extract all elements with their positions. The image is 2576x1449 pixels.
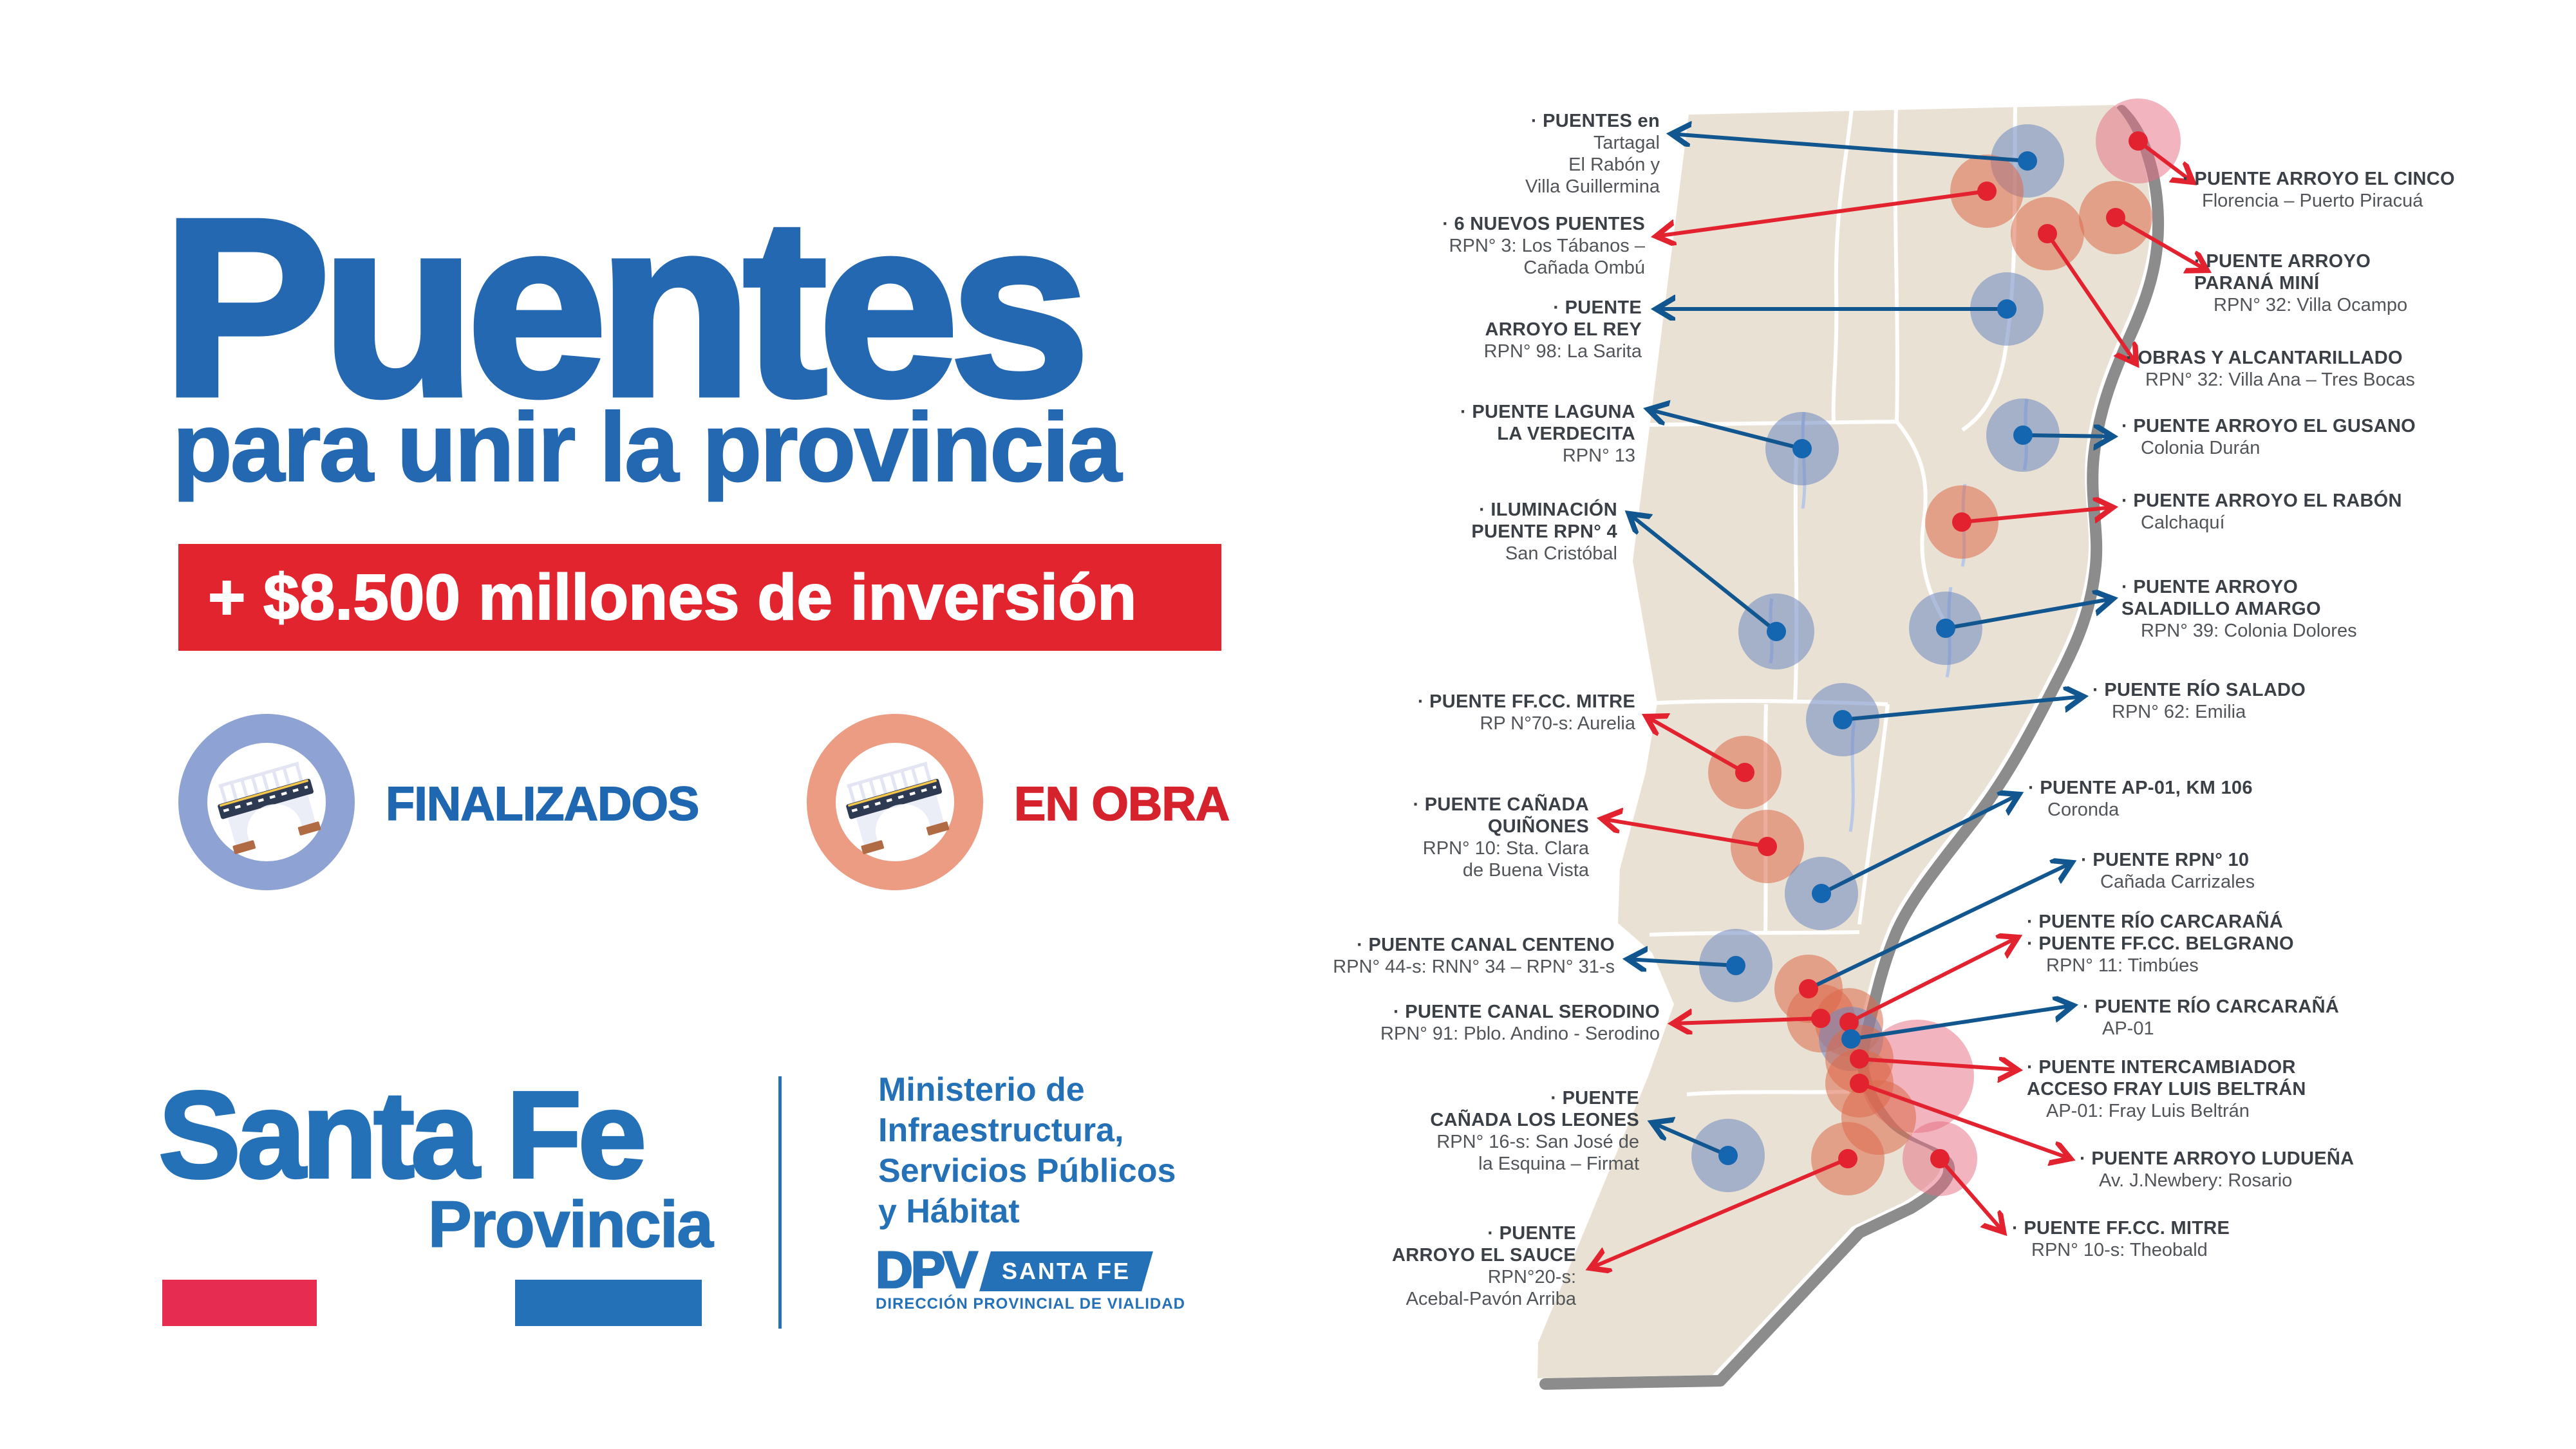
bridge-dot-obras-y-alcantarillado [2038,224,2057,243]
page-subtitle: para unir la provincia [172,392,1122,503]
connector-line-carcarana-belgrano-timbues [1848,937,2018,1024]
connector-line-saladillo-amargo [1945,599,2113,630]
bridge-dot-carcarana-ap01 [1841,1029,1861,1049]
connector-line-rpn10-carrizales [1807,863,2072,991]
connector-line-arroyo-el-sauce [1590,1157,1849,1268]
connector-line-obras-y-alcantarillado [2045,232,2136,364]
bridge-dot-laguna-la-verdecita [1792,439,1812,458]
connector-line-intercambiador-fray-luis-beltran [1859,1059,2018,1070]
bridge-dot-arroyo-el-gusano [2013,425,2033,445]
bridge-dot-rio-salado [1833,710,1852,729]
bridge-dot-arroyo-luduena [1850,1074,1869,1093]
connector-line-arroyo-el-gusano [2022,435,2113,436]
bridge-dot-arroyo-el-cinco [2129,131,2148,151]
bridge-dot-arroyo-el-rabon [1952,512,1971,532]
bridge-dot-arroyo-el-rey [1997,299,2017,319]
bridge-dot-saladillo-amargo [1936,619,1955,638]
bridge-dot-canal-centeno [1726,956,1745,975]
dpv-tagline: DIRECCIÓN PROVINCIAL DE VIALIDAD [876,1295,1185,1313]
bridge-dot-arroyo-el-sauce [1838,1149,1857,1168]
connector-line-arroyo-el-cinco [2137,139,2193,182]
bridge-dot-canada-quinones [1758,837,1777,856]
department-border [1857,704,1890,925]
department-border [1686,1090,1850,1096]
connector-line-ap01-km106 [1820,794,2019,895]
investment-banner-text: + $8.500 millones de inversión [207,561,1137,634]
bridge-icon [218,762,321,854]
dpv-logo: DPV SANTA FE [875,1241,1153,1298]
connector-line-canada-los-leones [1652,1123,1729,1157]
flag-red-bar [162,1280,317,1326]
department-border [1645,420,1897,427]
flag-blue-bar [515,1280,702,1326]
connector-line-laguna-la-verdecita [1648,409,1803,451]
bridge-dot-intercambiador-fray-luis-beltran [1850,1049,1869,1069]
connector-line-canal-centeno [1628,959,1736,966]
investment-banner: + $8.500 millones de inversión [178,544,1221,651]
connector-line-seis-nuevos-puentes [1656,189,1988,236]
bridge-dot-ffcc-mitre-aurelia [1735,763,1754,782]
page-title: Puentes [160,167,1093,449]
department-border [1831,108,1854,422]
department-border [1893,106,1899,422]
connector-line-parana-mini [2114,216,2207,270]
connector-line-ffcc-mitre-theobald [1938,1157,2004,1232]
bridge-dot-tartagal [2018,151,2037,171]
bridge-dot-carcarana-belgrano-timbues [1839,1013,1859,1032]
connector-line-carcarana-ap01 [1850,1005,2073,1041]
connector-line-tartagal [1671,134,2028,163]
santa-fe-provincia: Provincia [428,1187,714,1262]
connector-line-iluminacion-rpn4 [1629,514,1778,633]
bridge-icon [846,762,950,854]
connector-line-arroyo-luduena [1858,1081,2071,1159]
bridge-dot-parana-mini [2106,208,2125,227]
bridge-dot-ap01-km106 [1812,884,1831,903]
bridge-dot-canada-los-leones [1718,1146,1738,1165]
connector-line-arroyo-el-rabon [1961,507,2113,524]
dpv-acronym: DPV [875,1241,979,1298]
connector-line-rio-salado [1842,696,2083,722]
bridge-dot-iluminacion-rpn4 [1767,622,1786,641]
legend-label-en-obra: EN OBRA [1013,776,1230,831]
bridge-dot-canal-serodino [1811,1009,1830,1028]
connector-line-canada-quinones [1602,819,1768,848]
connector-line-canal-serodino [1673,1018,1821,1024]
bridge-dot-seis-nuevos-puentes [1977,182,1997,201]
santa-fe-logo: Santa Fe [157,1064,648,1205]
department-border [1649,930,1860,937]
legend-label-finalizados: FINALIZADOS [385,776,700,831]
bridge-dot-rpn10-carrizales [1799,979,1818,998]
ministry-text: Ministerio de Infraestructura, Servicios… [878,1071,1176,1230]
connector-line-ffcc-mitre-aurelia [1646,716,1746,774]
footer-divider [778,1076,782,1329]
bridge-dot-ffcc-mitre-theobald [1930,1149,1950,1168]
